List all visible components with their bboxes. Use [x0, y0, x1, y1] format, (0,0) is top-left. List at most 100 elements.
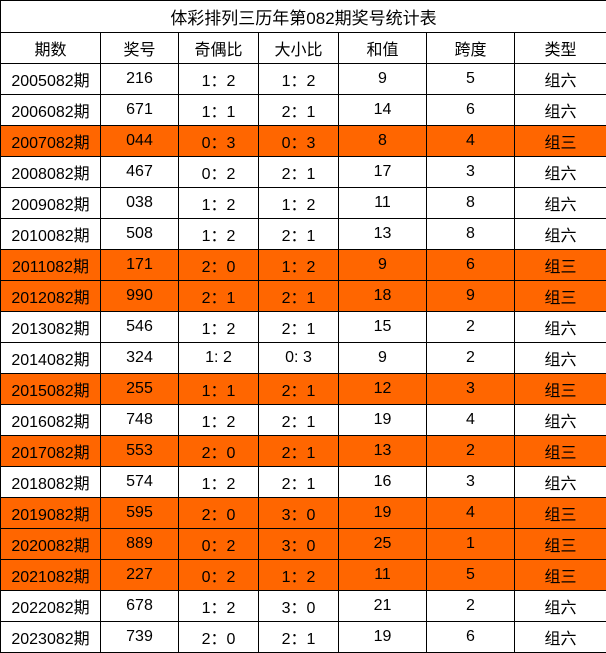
table-cell: 19: [339, 498, 427, 529]
table-cell: 11: [339, 188, 427, 219]
table-cell: 324: [101, 343, 179, 374]
table-cell: 5: [427, 560, 515, 591]
lottery-stats-table: 体彩排列三历年第082期奖号统计表期数奖号奇偶比大小比和值跨度类型2005082…: [0, 0, 606, 653]
table-cell: 2015082期: [1, 374, 101, 405]
table-title-row: 体彩排列三历年第082期奖号统计表: [1, 1, 606, 33]
table-cell: 1：2: [259, 64, 339, 95]
table-cell: 组六: [515, 188, 606, 219]
table-cell: 0：2: [179, 529, 259, 560]
table-row: 2017082期5532：02：1132组三: [1, 436, 606, 467]
table-cell: 组三: [515, 126, 606, 157]
table-cell: 038: [101, 188, 179, 219]
table-row: 2020082期8890：23：0251组三: [1, 529, 606, 560]
table-cell: 2008082期: [1, 157, 101, 188]
table-cell: 2014082期: [1, 343, 101, 374]
table-cell: 6: [427, 622, 515, 653]
table-cell: 19: [339, 622, 427, 653]
table-cell: 17: [339, 157, 427, 188]
table-cell: 2021082期: [1, 560, 101, 591]
table-cell: 2：1: [259, 622, 339, 653]
table-cell: 组六: [515, 219, 606, 250]
column-header: 期数: [1, 33, 101, 64]
table-cell: 2020082期: [1, 529, 101, 560]
table-header-row: 期数奖号奇偶比大小比和值跨度类型: [1, 33, 606, 64]
table-cell: 9: [339, 64, 427, 95]
table-cell: 546: [101, 312, 179, 343]
table-cell: 467: [101, 157, 179, 188]
table-cell: 889: [101, 529, 179, 560]
table-cell: 组三: [515, 250, 606, 281]
table-cell: 组六: [515, 467, 606, 498]
table-cell: 11: [339, 560, 427, 591]
table-cell: 2023082期: [1, 622, 101, 653]
table-cell: 2007082期: [1, 126, 101, 157]
table-cell: 2010082期: [1, 219, 101, 250]
table-cell: 2009082期: [1, 188, 101, 219]
table-cell: 组六: [515, 64, 606, 95]
table-cell: 组六: [515, 405, 606, 436]
table-cell: 6: [427, 250, 515, 281]
table-cell: 4: [427, 498, 515, 529]
column-header: 奖号: [101, 33, 179, 64]
table-row: 2011082期1712：01：296组三: [1, 250, 606, 281]
table-cell: 9: [339, 250, 427, 281]
table-cell: 3：0: [259, 498, 339, 529]
table-cell: 19: [339, 405, 427, 436]
table-cell: 3: [427, 157, 515, 188]
column-header: 跨度: [427, 33, 515, 64]
table-cell: 25: [339, 529, 427, 560]
table-cell: 1：2: [259, 188, 339, 219]
table-cell: 组六: [515, 622, 606, 653]
table-cell: 2：0: [179, 498, 259, 529]
table-cell: 5: [427, 64, 515, 95]
table-cell: 2017082期: [1, 436, 101, 467]
table-row: 2023082期7392：02：1196组六: [1, 622, 606, 653]
table-cell: 组三: [515, 560, 606, 591]
table-cell: 组三: [515, 281, 606, 312]
table-cell: 0：2: [179, 560, 259, 591]
table-row: 2012082期9902：12：1189组三: [1, 281, 606, 312]
table-cell: 1：2: [259, 250, 339, 281]
table-cell: 1: 2: [179, 343, 259, 374]
table-cell: 1：2: [179, 591, 259, 622]
table-row: 2021082期2270：21：2115组三: [1, 560, 606, 591]
table-cell: 组六: [515, 157, 606, 188]
table-cell: 574: [101, 467, 179, 498]
table-cell: 2005082期: [1, 64, 101, 95]
table-cell: 2：1: [259, 281, 339, 312]
table-cell: 2012082期: [1, 281, 101, 312]
table-cell: 18: [339, 281, 427, 312]
table-row: 2019082期5952：03：0194组三: [1, 498, 606, 529]
table-cell: 2: [427, 436, 515, 467]
table-cell: 13: [339, 219, 427, 250]
table-cell: 9: [339, 343, 427, 374]
table-cell: 组三: [515, 498, 606, 529]
table-cell: 2：1: [179, 281, 259, 312]
table-cell: 0: 3: [259, 343, 339, 374]
table-cell: 组三: [515, 436, 606, 467]
table-cell: 0：3: [259, 126, 339, 157]
table-cell: 678: [101, 591, 179, 622]
table-cell: 2：1: [259, 157, 339, 188]
table-title: 体彩排列三历年第082期奖号统计表: [1, 1, 606, 33]
table-cell: 1：2: [179, 405, 259, 436]
table-cell: 8: [427, 188, 515, 219]
table-cell: 748: [101, 405, 179, 436]
table-cell: 2: [427, 312, 515, 343]
table-cell: 2：1: [259, 405, 339, 436]
table-cell: 2022082期: [1, 591, 101, 622]
table-cell: 671: [101, 95, 179, 126]
table-row: 2014082期3241: 20: 392组六: [1, 343, 606, 374]
table-cell: 0：2: [179, 157, 259, 188]
table-cell: 组三: [515, 374, 606, 405]
table-cell: 3：0: [259, 529, 339, 560]
table-cell: 组六: [515, 95, 606, 126]
table-cell: 9: [427, 281, 515, 312]
table-row: 2022082期6781：23：0212组六: [1, 591, 606, 622]
table-cell: 2：1: [259, 374, 339, 405]
table-cell: 553: [101, 436, 179, 467]
table-cell: 2011082期: [1, 250, 101, 281]
table-cell: 12: [339, 374, 427, 405]
table-cell: 2006082期: [1, 95, 101, 126]
table-row: 2007082期0440：30：384组三: [1, 126, 606, 157]
